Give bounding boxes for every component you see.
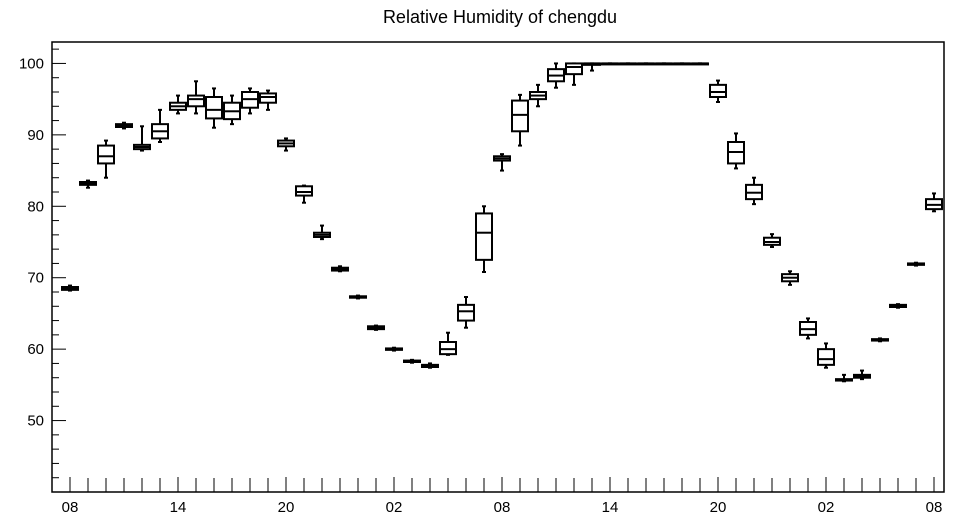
y-tick-label: 90 (27, 127, 44, 144)
box-body (709, 83, 727, 98)
box-5 (151, 108, 169, 143)
y-axis: 50 60 70 80 90 100 (19, 48, 66, 479)
box-11 (259, 89, 277, 111)
box-7 (187, 80, 205, 115)
y-tick-label: 60 (27, 341, 44, 358)
box-24 (493, 153, 511, 172)
box-1 (79, 179, 97, 189)
box-series (61, 62, 943, 383)
box-23 (475, 205, 493, 273)
box-22 (457, 296, 475, 329)
box-15 (331, 265, 349, 273)
box-10 (241, 87, 259, 115)
box-8 (205, 87, 223, 129)
box-21 (439, 331, 457, 356)
x-tick-label: 02 (818, 499, 835, 516)
box-38 (745, 176, 763, 206)
x-tick-label: 20 (278, 499, 295, 516)
box-body (439, 341, 457, 356)
plot-frame (51, 41, 945, 493)
box-body (565, 62, 583, 76)
x-tick-label: 02 (386, 499, 403, 516)
box-4 (133, 125, 151, 152)
box-33 (655, 62, 673, 66)
x-tick-label: 14 (602, 499, 619, 516)
box-45 (871, 337, 889, 343)
box-body (205, 96, 223, 120)
box-body (475, 212, 493, 261)
box-29 (583, 62, 601, 72)
box-40 (781, 270, 799, 286)
box-body (295, 185, 313, 197)
box-body (187, 94, 205, 108)
box-14 (313, 224, 331, 241)
box-41 (799, 317, 817, 340)
box-35 (691, 62, 709, 66)
box-26 (529, 83, 547, 108)
box-2 (97, 139, 115, 179)
y-tick-label: 50 (27, 413, 44, 430)
box-34 (673, 62, 691, 66)
box-16 (349, 294, 367, 300)
box-20 (421, 362, 439, 369)
box-body (457, 303, 475, 322)
box-46 (889, 303, 907, 309)
x-tick-label: 14 (170, 499, 187, 516)
box-12 (277, 137, 295, 152)
box-0 (61, 284, 79, 292)
y-tick-label: 100 (19, 55, 44, 72)
chart-title: Relative Humidity of chengdu (383, 7, 617, 27)
box-43 (835, 373, 853, 383)
box-25 (511, 93, 529, 147)
box-13 (295, 184, 313, 204)
y-tick-label: 80 (27, 198, 44, 215)
box-44 (853, 369, 871, 381)
box-3 (115, 121, 133, 130)
box-32 (637, 62, 655, 66)
box-body (511, 99, 529, 133)
box-39 (763, 233, 781, 248)
box-18 (385, 346, 403, 352)
x-tick-label: 08 (494, 499, 511, 516)
box-19 (403, 358, 421, 364)
box-36 (709, 79, 727, 103)
x-tick-label: 08 (926, 499, 943, 516)
box-28 (565, 62, 583, 86)
box-30 (601, 62, 619, 66)
box-9 (223, 94, 241, 126)
box-42 (817, 342, 835, 369)
x-axis: 08 14 20 02 08 14 20 02 08 (62, 477, 943, 516)
box-31 (619, 62, 637, 66)
box-37 (727, 132, 745, 170)
x-tick-label: 08 (62, 499, 79, 516)
box-body (259, 92, 277, 104)
box-body (817, 348, 835, 366)
box-17 (367, 324, 385, 331)
box-47 (907, 261, 925, 267)
box-27 (547, 62, 565, 89)
y-tick-label: 70 (27, 270, 44, 287)
box-48 (925, 192, 943, 213)
box-6 (169, 94, 187, 115)
box-body (97, 144, 115, 165)
x-tick-label: 20 (710, 499, 727, 516)
